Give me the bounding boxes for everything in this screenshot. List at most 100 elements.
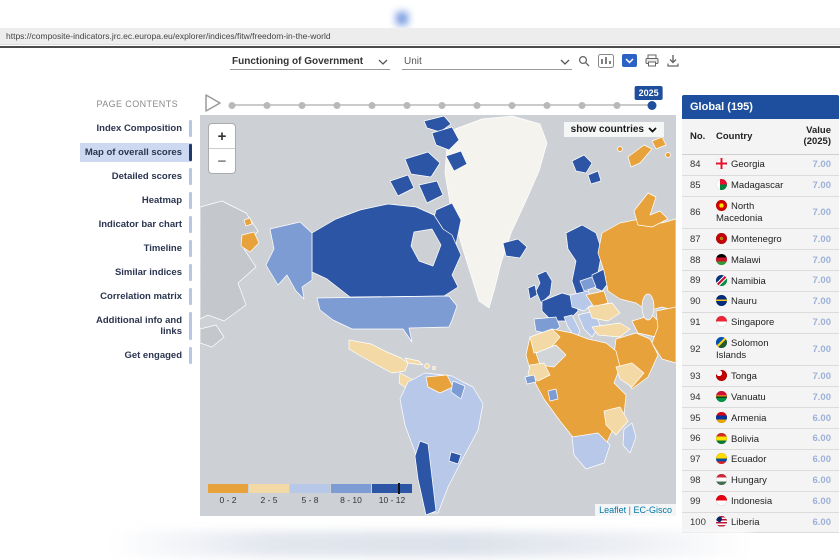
country-flag-icon [716, 391, 727, 402]
chevron-down-icon [648, 127, 657, 133]
table-row[interactable]: 87Montenegro7.00 [682, 229, 839, 250]
show-countries-label: show countries [571, 124, 644, 135]
rank-number: 90 [690, 296, 716, 307]
leaflet-link[interactable]: Leaflet [599, 505, 626, 515]
bar-chart-icon[interactable] [598, 54, 614, 68]
country-flag-icon [716, 200, 727, 211]
unit-select[interactable]: Unit [402, 54, 572, 70]
rank-number: 86 [690, 207, 716, 218]
chevron-down-icon [378, 59, 388, 65]
legend-label: 8 - 10 [331, 495, 371, 505]
index-select[interactable]: Functioning of Government [230, 54, 390, 70]
table-row[interactable]: 85Madagascar7.00 [682, 176, 839, 197]
country-flag-icon [716, 474, 727, 485]
sidebar-item-detailed-scores[interactable]: Detailed scores [80, 167, 192, 186]
legend-value-tick [398, 483, 400, 494]
timeline-tick[interactable] [508, 102, 515, 109]
country-flag-icon [716, 254, 727, 265]
download-icon[interactable] [667, 54, 679, 67]
play-button[interactable] [204, 93, 222, 113]
sidebar-item-indicator-bar-chart[interactable]: Indicator bar chart [80, 215, 192, 234]
rank-number: 99 [690, 496, 716, 507]
country-name: Nauru [731, 296, 757, 307]
sidebar-item-index-composition[interactable]: Index Composition [80, 119, 192, 138]
zoom-out-button[interactable]: − [209, 148, 235, 173]
novaya-zemlya-region[interactable] [618, 147, 623, 152]
caribbean-region[interactable] [425, 364, 430, 369]
country-value: 7.00 [795, 234, 835, 245]
collapse-panel-icon[interactable] [622, 54, 637, 67]
table-row[interactable]: 90Nauru7.00 [682, 292, 839, 313]
table-row[interactable]: 84Georgia7.00 [682, 155, 839, 176]
table-row[interactable]: 95 Armenia 6.00 [682, 408, 839, 429]
table-row[interactable]: 93Tonga7.00 [682, 366, 839, 387]
table-row[interactable]: 98Hungary6.00 [682, 471, 839, 492]
timeline-tick[interactable] [614, 102, 621, 109]
sidebar-accent-bar [189, 168, 192, 185]
year-badge: 2025 [635, 86, 663, 100]
caribbean-region[interactable] [432, 366, 435, 369]
table-row[interactable]: 89 Namibia 7.00 [682, 271, 839, 292]
zoom-in-button[interactable]: + [209, 124, 235, 148]
legend-swatch [372, 484, 412, 493]
country-name: Malawi [731, 255, 761, 266]
table-row[interactable]: 96Bolivia6.00 [682, 429, 839, 450]
table-row[interactable]: 86North Macedonia7.00 [682, 197, 839, 230]
sidebar-item-additional-info-and-links[interactable]: Additional info and links [80, 311, 192, 341]
world-map-svg[interactable] [200, 115, 676, 516]
table-row[interactable]: 92Solomon Islands7.00 [682, 334, 839, 367]
timeline-tick[interactable] [263, 102, 270, 109]
col-no: No. [690, 131, 716, 142]
country-value: 6.00 [795, 433, 835, 444]
ghana-region[interactable] [548, 389, 558, 401]
search-icon[interactable] [578, 55, 590, 67]
browser-url-bar[interactable]: https://composite-indicators.jrc.ec.euro… [0, 28, 840, 45]
country-value: 6.00 [795, 413, 835, 424]
country-value: 7.00 [795, 275, 835, 286]
table-row[interactable]: 91Singapore7.00 [682, 313, 839, 334]
rank-number: 95 [690, 413, 716, 424]
timeline-slider[interactable]: 2025 [232, 104, 652, 106]
provider-link[interactable]: EC-Gisco [633, 505, 672, 515]
timeline-tick[interactable] [298, 102, 305, 109]
table-row[interactable]: 99Indonesia6.00 [682, 492, 839, 513]
country-value: 7.00 [795, 392, 835, 403]
senegal-region[interactable] [525, 375, 536, 384]
novaya-zemlya-region[interactable] [666, 153, 671, 158]
country-flag-icon [716, 275, 727, 286]
rank-number: 89 [690, 275, 716, 286]
timeline-tick[interactable] [474, 102, 481, 109]
timeline-tick[interactable] [544, 102, 551, 109]
sidebar-item-get-engaged[interactable]: Get engaged [80, 346, 192, 365]
table-row[interactable]: 97Ecuador6.00 [682, 450, 839, 471]
sidebar-item-label: Index Composition [97, 123, 183, 134]
caspian-region[interactable] [642, 294, 654, 320]
show-countries-dropdown[interactable]: show countries [564, 122, 664, 137]
country-name: Armenia [731, 413, 766, 424]
sidebar-item-correlation-matrix[interactable]: Correlation matrix [80, 287, 192, 306]
print-icon[interactable] [645, 54, 659, 67]
rank-number: 91 [690, 317, 716, 328]
col-value: Value (2025) [795, 125, 835, 148]
timeline-tick[interactable] [439, 102, 446, 109]
table-row[interactable]: 94Vanuatu7.00 [682, 387, 839, 408]
legend-label: 5 - 8 [290, 495, 330, 505]
country-name: Namibia [731, 276, 766, 287]
world-map[interactable]: + − show countries 0 - 22 - 55 - 88 - 10… [200, 115, 676, 516]
sidebar-item-timeline[interactable]: Timeline [80, 239, 192, 258]
chevron-down-icon [560, 59, 570, 65]
timeline-tick[interactable] [334, 102, 341, 109]
timeline-tick[interactable] [229, 102, 236, 109]
timeline-tick[interactable] [368, 102, 375, 109]
page-contents-title: PAGE CONTENTS [80, 99, 192, 109]
map-attribution: Leaflet | EC-Gisco [595, 504, 676, 516]
timeline-tick[interactable] [404, 102, 411, 109]
table-row[interactable]: 88Malawi7.00 [682, 250, 839, 271]
timeline-tick[interactable] [579, 102, 586, 109]
sidebar-item-map-of-overall-scores[interactable]: Map of overall scores [80, 143, 192, 162]
country-flag-icon [716, 316, 727, 327]
browser-tab-blur [396, 12, 408, 25]
sidebar-item-heatmap[interactable]: Heatmap [80, 191, 192, 210]
sidebar-item-similar-indices[interactable]: Similar indices [80, 263, 192, 282]
legend-swatch [249, 484, 289, 493]
